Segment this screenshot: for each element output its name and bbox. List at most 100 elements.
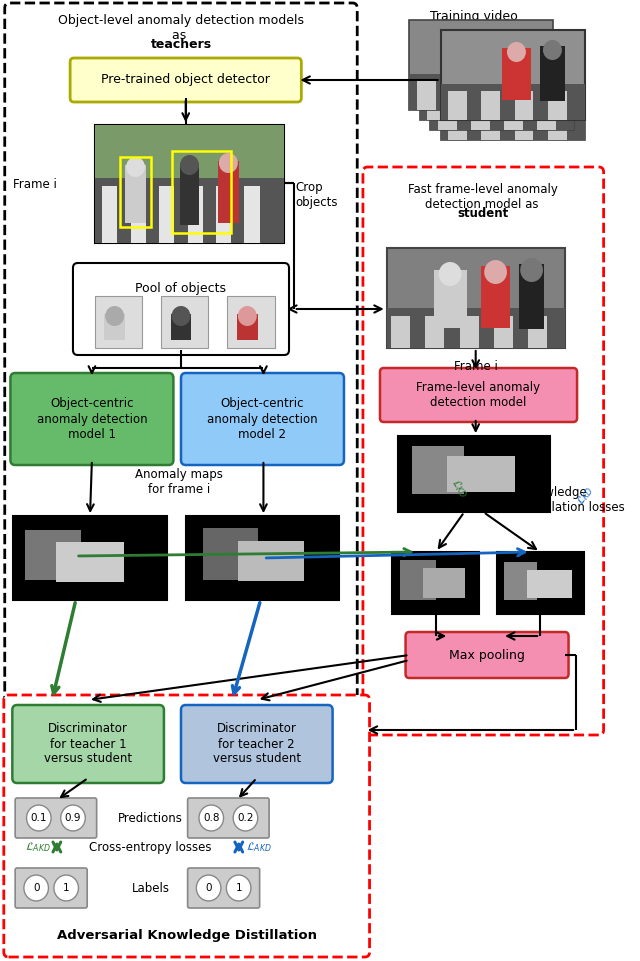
Bar (504, 101, 523, 130)
Text: Cross-entropy losses: Cross-entropy losses (90, 841, 212, 853)
Text: Object-level anomaly detection models
as: Object-level anomaly detection models as (58, 14, 304, 42)
Bar (410, 20, 554, 110)
Circle shape (61, 805, 85, 831)
Circle shape (227, 875, 251, 901)
Text: 1: 1 (236, 883, 242, 893)
Text: student: student (458, 207, 509, 220)
Bar (428, 91, 446, 120)
Text: Predictions: Predictions (118, 811, 183, 825)
Bar (161, 296, 209, 348)
Bar (125, 165, 146, 223)
Text: Frame-level anomaly
detection model: Frame-level anomaly detection model (417, 381, 541, 409)
FancyBboxPatch shape (181, 373, 344, 465)
Bar (537, 101, 556, 130)
Bar (504, 562, 537, 600)
FancyBboxPatch shape (406, 632, 568, 678)
Bar (13, 516, 167, 600)
FancyBboxPatch shape (188, 798, 269, 838)
Bar (440, 30, 585, 120)
Bar (171, 314, 191, 340)
Text: Anomaly maps
for frame i: Anomaly maps for frame i (135, 468, 223, 496)
Bar (218, 161, 239, 223)
Bar (447, 456, 515, 492)
Bar (461, 91, 479, 120)
Bar (481, 266, 510, 328)
Bar (438, 101, 457, 130)
Bar (434, 270, 467, 328)
FancyBboxPatch shape (363, 167, 604, 735)
Text: Frame i: Frame i (454, 360, 498, 373)
Bar (430, 40, 574, 130)
Bar (548, 111, 566, 140)
FancyBboxPatch shape (15, 798, 97, 838)
Bar (102, 186, 118, 243)
Text: $\mathcal{L}_{KD}$: $\mathcal{L}_{KD}$ (574, 483, 597, 508)
Bar (450, 81, 469, 110)
FancyBboxPatch shape (73, 263, 289, 355)
Circle shape (26, 805, 51, 831)
Bar (24, 530, 81, 580)
FancyBboxPatch shape (380, 368, 577, 422)
Text: Adversarial Knowledge Distillation: Adversarial Knowledge Distillation (57, 929, 317, 942)
FancyBboxPatch shape (70, 58, 301, 102)
Bar (420, 30, 564, 120)
Text: 0.8: 0.8 (203, 813, 220, 823)
Bar (493, 316, 513, 348)
Bar (188, 186, 203, 243)
Bar (430, 94, 574, 130)
Text: $\mathcal{L}_{AKD}$: $\mathcal{L}_{AKD}$ (26, 840, 51, 854)
Circle shape (233, 805, 258, 831)
Bar (104, 314, 125, 340)
Bar (186, 516, 339, 600)
Bar (516, 81, 536, 110)
Bar (515, 91, 534, 120)
Bar (400, 560, 436, 600)
Bar (227, 296, 275, 348)
Text: Crop
objects: Crop objects (296, 181, 338, 209)
Text: Knowledge
distillation losses: Knowledge distillation losses (523, 486, 625, 514)
Circle shape (24, 875, 49, 901)
Circle shape (484, 260, 507, 284)
Text: 0: 0 (205, 883, 212, 893)
Bar (392, 552, 479, 614)
Bar (481, 91, 500, 120)
Bar (244, 186, 260, 243)
Circle shape (219, 153, 238, 173)
Text: Labels: Labels (132, 881, 170, 895)
Bar (238, 541, 304, 581)
FancyBboxPatch shape (4, 695, 369, 957)
Circle shape (507, 42, 526, 62)
Text: Discriminator
for teacher 2
versus student: Discriminator for teacher 2 versus stude… (212, 723, 301, 766)
Bar (412, 446, 464, 494)
Bar (548, 91, 566, 120)
Circle shape (543, 40, 562, 60)
Text: Pool of objects: Pool of objects (136, 282, 227, 295)
Bar (440, 50, 585, 140)
Circle shape (180, 155, 199, 175)
Bar (440, 104, 585, 140)
Bar (493, 91, 513, 120)
Bar (481, 111, 500, 140)
Text: $\mathcal{L}_{KD}$: $\mathcal{L}_{KD}$ (448, 476, 471, 501)
Text: Max pooling: Max pooling (449, 649, 525, 661)
Bar (528, 316, 547, 348)
Bar (216, 186, 231, 243)
Circle shape (172, 306, 191, 326)
Bar (203, 528, 258, 580)
Bar (426, 316, 444, 348)
Bar (460, 316, 479, 348)
Text: 0.9: 0.9 (65, 813, 81, 823)
Bar (95, 296, 142, 348)
Bar (391, 316, 410, 348)
Bar (448, 111, 467, 140)
Text: Discriminator
for teacher 1
versus student: Discriminator for teacher 1 versus stude… (44, 723, 132, 766)
Bar (527, 570, 572, 598)
Text: Training video: Training video (430, 10, 518, 23)
Bar (417, 81, 436, 110)
Bar (237, 314, 258, 340)
Text: 0.2: 0.2 (237, 813, 253, 823)
Circle shape (520, 258, 543, 282)
Bar (398, 436, 550, 512)
Bar (422, 568, 465, 598)
Text: 0.1: 0.1 (31, 813, 47, 823)
